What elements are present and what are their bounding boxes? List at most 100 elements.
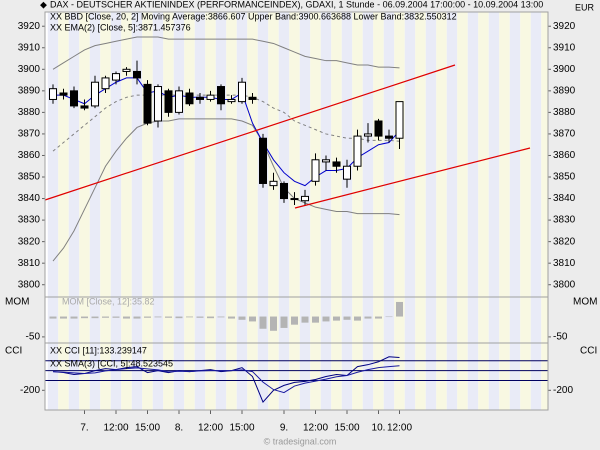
trend-line (294, 147, 531, 209)
candle-body (164, 90, 173, 113)
y-tick-label: 3840 (553, 193, 576, 204)
stripe (173, 12, 185, 410)
candle-body (175, 90, 183, 113)
y-tick-label: 3850 (18, 172, 41, 183)
y-tick-label: 3830 (553, 215, 576, 226)
bar (343, 316, 351, 320)
stripe (131, 12, 143, 410)
candle-body (70, 90, 78, 107)
bar (102, 316, 109, 318)
stripe (163, 12, 174, 410)
bar (186, 316, 193, 318)
stripe (352, 12, 363, 410)
bar (144, 316, 151, 318)
candle-body (364, 133, 372, 137)
x-tick-label: 12:00 (198, 423, 223, 434)
candle-body (91, 81, 99, 107)
bar (270, 316, 277, 331)
bar (322, 316, 330, 322)
stripe (142, 12, 153, 410)
panel-label: CCI (5, 346, 22, 357)
stripe (247, 12, 258, 410)
candle-body (353, 135, 362, 167)
stripe (425, 12, 437, 410)
candle-body (290, 198, 299, 201)
y-tick-label: 3920 (553, 21, 576, 32)
candle-body (185, 92, 194, 105)
legend-entry: XX CCI [11]:133.239147 (50, 345, 147, 355)
x-tick-label: 7. (80, 423, 88, 434)
bar (291, 316, 298, 325)
candle-body (133, 70, 141, 79)
stripe (257, 12, 269, 410)
chart-title: DAX - DEUTSCHER AKTIENINDEX (PERFORMANCE… (50, 0, 543, 9)
candle-body (301, 195, 309, 202)
stripe (226, 12, 237, 410)
candle-body (238, 81, 246, 103)
stripe (110, 12, 122, 410)
panel-label: MOM (5, 297, 29, 308)
y-tick-label: -200 (553, 385, 573, 396)
bar (217, 316, 225, 318)
y-tick-label: 3840 (18, 193, 41, 204)
candle-body (59, 92, 68, 96)
y-tick-label: 3910 (18, 42, 41, 53)
x-tick-label: 10. (372, 423, 386, 434)
candle-body (343, 165, 351, 180)
indicator-line (52, 118, 400, 262)
trend-line (44, 64, 456, 201)
stripe (152, 12, 164, 410)
candle-body (206, 94, 215, 100)
stripe (299, 12, 311, 410)
y-tick-label: 3880 (553, 107, 576, 118)
y-tick-label: -50 (553, 332, 568, 343)
stripe (446, 12, 458, 410)
bar (312, 316, 319, 323)
stripe (194, 12, 206, 410)
y-tick-label: 3810 (18, 258, 41, 269)
stripe (404, 12, 416, 410)
y-tick-label: 3810 (553, 258, 576, 269)
stripe (310, 12, 321, 410)
y-tick-label: 3850 (553, 172, 576, 183)
candle-body (259, 137, 267, 184)
candle-body (101, 77, 110, 90)
x-tick-label: 12:00 (303, 423, 328, 434)
y-tick-label: 3800 (553, 279, 576, 290)
stripe (499, 12, 510, 410)
stripe (373, 12, 384, 410)
bar (133, 316, 141, 319)
stripe (436, 12, 447, 410)
candle-body (280, 182, 288, 200)
bar (81, 316, 88, 319)
candle-body (248, 96, 257, 100)
bar (91, 316, 99, 319)
stripe (47, 12, 59, 410)
bar (70, 316, 78, 319)
bar (112, 316, 120, 318)
stripe (478, 12, 489, 410)
stripe (289, 12, 300, 410)
bar (154, 316, 162, 318)
y-tick-label: 3860 (18, 150, 41, 161)
y-tick-label: 3890 (18, 85, 41, 96)
stripe (530, 12, 542, 410)
stripe (509, 12, 521, 410)
panel-label: CCI (580, 346, 597, 357)
bar (49, 316, 57, 319)
bar (238, 316, 246, 320)
y-tick-label: 3900 (553, 64, 576, 75)
stripe (362, 12, 374, 410)
bar (228, 316, 235, 319)
stripe (467, 12, 479, 410)
candle-body (322, 159, 330, 163)
x-tick-label: 15:00 (135, 423, 160, 434)
candle-body (227, 98, 236, 103)
panel-label: MOM (573, 297, 597, 308)
footer: © tradesignal.com (264, 436, 337, 446)
y-tick-label: 3870 (18, 129, 41, 140)
candle-body (269, 180, 278, 187)
stripe (121, 12, 132, 410)
